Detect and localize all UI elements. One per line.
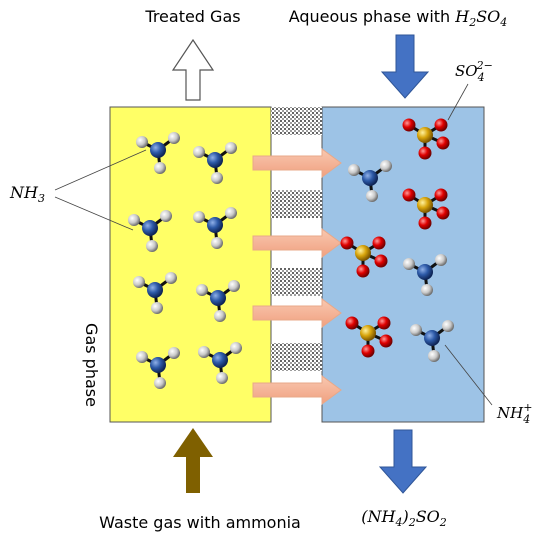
- label-part: Aqueous phase with: [289, 7, 456, 26]
- gas-phase-box: [109, 106, 272, 423]
- label-part: 2: [468, 16, 476, 29]
- label-part: SO: [476, 7, 500, 26]
- gas-phase-label: Gas phase: [82, 323, 101, 407]
- label-part: 2−: [476, 59, 493, 72]
- label-part: 4: [499, 16, 507, 29]
- label-part: 2: [408, 516, 416, 529]
- label-part: SO: [455, 62, 478, 80]
- waste-gas-arrow: [173, 428, 213, 493]
- membrane: [271, 107, 322, 371]
- aqueous-phase-label: Aqueous phase with H2SO4: [289, 7, 508, 29]
- sulfate-label: SO42−: [455, 59, 493, 84]
- label-part: 3: [38, 192, 45, 205]
- transfer-arrows: [252, 148, 342, 405]
- label-part: H: [454, 7, 470, 26]
- ammonium-label: NH4+: [496, 401, 532, 426]
- label-part: 4: [477, 71, 485, 84]
- label-part: NH: [9, 183, 39, 202]
- label-part: NH: [496, 404, 524, 422]
- label-part: SO: [416, 507, 440, 526]
- ammonia-label: NH3: [9, 183, 45, 205]
- waste-gas-label: Waste gas with ammonia: [99, 513, 301, 532]
- treated-gas-arrow: [171, 38, 215, 101]
- leader-lines: [54, 83, 493, 406]
- product-label: (NH4)2SO2: [361, 507, 447, 529]
- label-part: 2: [439, 516, 447, 529]
- acid-inlet-arrow: [380, 34, 430, 99]
- label-part: 4: [394, 516, 402, 529]
- product-arrow: [378, 429, 428, 494]
- treated-gas-label: Treated Gas: [144, 7, 240, 26]
- label-part: (NH: [361, 507, 396, 526]
- label-part: 4: [522, 413, 530, 426]
- label-part: +: [523, 401, 532, 414]
- aqueous-phase-box: [321, 106, 485, 423]
- label-part: ): [401, 507, 408, 526]
